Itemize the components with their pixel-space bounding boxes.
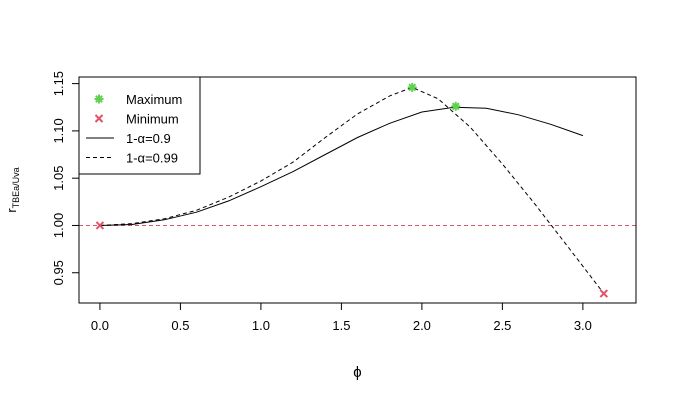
y-axis-label-main: r (4, 208, 19, 213)
legend-label: 1-α=0.9 (126, 131, 171, 146)
series-line-1 (99, 106, 584, 226)
legend: Maximum Minimum 1-α=0.9 1-α=0.99 (78, 76, 201, 175)
x-tick-label: 3.0 (574, 318, 592, 333)
x-tick-label: 0.0 (91, 318, 109, 333)
series-line-2 (99, 86, 605, 294)
legend-box (78, 76, 201, 175)
x-tick-label: 2.0 (413, 318, 431, 333)
y-axis: 0.95 1.00 1.05 1.10 1.15 (51, 71, 80, 285)
legend-symbol-maximum (94, 94, 104, 104)
maximum-point-1 (407, 82, 417, 92)
minimum-point-2 (599, 289, 609, 298)
y-axis-label: rTBEa/Uva (4, 167, 21, 212)
marker-layer (95, 82, 609, 298)
y-tick-label: 0.95 (51, 260, 66, 285)
x-tick-label: 0.5 (171, 318, 189, 333)
y-tick-label: 1.15 (51, 71, 66, 96)
x-axis: 0.0 0.5 1.0 1.5 2.0 2.5 3.0 (91, 302, 592, 333)
y-tick-label: 1.00 (51, 213, 66, 238)
series-layer (99, 86, 605, 294)
y-axis-label-subscript: TBEa/Uva (11, 167, 21, 208)
legend-label: Maximum (126, 92, 182, 107)
minimum-point-1 (95, 221, 105, 230)
x-tick-label: 2.5 (493, 318, 511, 333)
maximum-point-2 (451, 101, 461, 111)
y-tick-label: 1.05 (51, 166, 66, 191)
x-tick-label: 1.0 (252, 318, 270, 333)
x-axis-label: ϕ (353, 364, 361, 381)
legend-symbol-minimum (94, 114, 104, 123)
y-tick-label: 1.10 (51, 118, 66, 143)
x-tick-label: 1.5 (332, 318, 350, 333)
legend-label: 1-α=0.99 (126, 151, 178, 166)
legend-label: Minimum (126, 112, 179, 127)
